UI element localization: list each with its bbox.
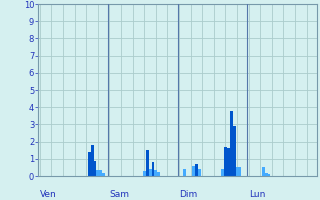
Bar: [238, 167, 241, 176]
Bar: [192, 166, 195, 176]
Bar: [143, 171, 146, 176]
Text: Sam: Sam: [109, 190, 130, 199]
Bar: [155, 170, 157, 176]
Bar: [88, 152, 91, 176]
Bar: [148, 169, 151, 176]
Bar: [236, 167, 238, 176]
Bar: [224, 147, 227, 176]
Bar: [262, 167, 265, 176]
Bar: [230, 111, 233, 176]
Text: Ven: Ven: [40, 190, 57, 199]
Bar: [99, 170, 102, 176]
Bar: [195, 164, 198, 176]
Bar: [157, 172, 160, 176]
Bar: [268, 174, 270, 176]
Bar: [151, 162, 155, 176]
Bar: [91, 145, 93, 176]
Bar: [198, 169, 201, 176]
Bar: [96, 170, 99, 176]
Bar: [102, 173, 105, 176]
Bar: [233, 126, 236, 176]
Bar: [146, 150, 148, 176]
Text: Dim: Dim: [179, 190, 197, 199]
Text: Lun: Lun: [249, 190, 265, 199]
Bar: [93, 161, 96, 176]
Bar: [183, 169, 186, 176]
Bar: [227, 148, 230, 176]
Bar: [221, 169, 224, 176]
Bar: [265, 173, 268, 176]
